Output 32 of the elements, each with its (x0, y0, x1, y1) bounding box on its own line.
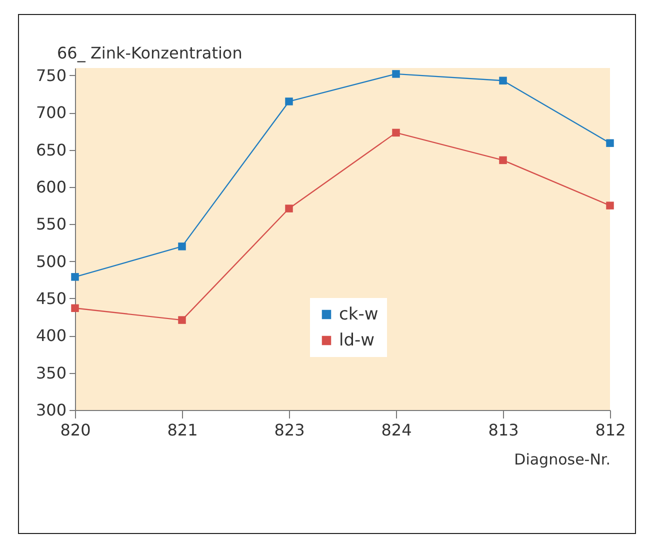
point (606, 202, 614, 210)
point (392, 128, 400, 137)
y-tick-label: 450 (36, 288, 66, 308)
x-tick-label: 824 (381, 420, 412, 440)
point (499, 156, 507, 164)
y-tick-label: 650 (36, 140, 66, 160)
x-axis-title: Diagnose-Nr. (514, 450, 610, 468)
y-tick-label: 700 (36, 103, 66, 122)
point (178, 242, 186, 250)
x-tick-label: 812 (595, 420, 626, 440)
y-tick-label: 550 (36, 214, 66, 234)
legend-label: ck-w (339, 304, 378, 324)
y-tick-label: 350 (36, 363, 66, 382)
point (499, 76, 507, 85)
x-tick-label: 823 (274, 420, 305, 440)
x-tick-label: 820 (60, 420, 91, 440)
point (392, 70, 400, 78)
x-tick-label: 813 (488, 420, 519, 440)
point (71, 304, 79, 312)
y-tick-label: 500 (36, 252, 66, 271)
point (285, 98, 293, 106)
point (71, 273, 79, 281)
chart-title: 66_ Zink-Konzentration (57, 43, 242, 62)
point (178, 316, 186, 324)
y-tick-label: 400 (36, 326, 66, 346)
x-tick-label: 821 (167, 420, 198, 440)
point (606, 139, 614, 147)
y-tick-label: 600 (36, 177, 66, 196)
y-tick-label: 300 (36, 400, 66, 420)
legend-label: ld-w (339, 330, 375, 350)
point (285, 204, 293, 212)
y-tick-label: 750 (36, 66, 66, 85)
